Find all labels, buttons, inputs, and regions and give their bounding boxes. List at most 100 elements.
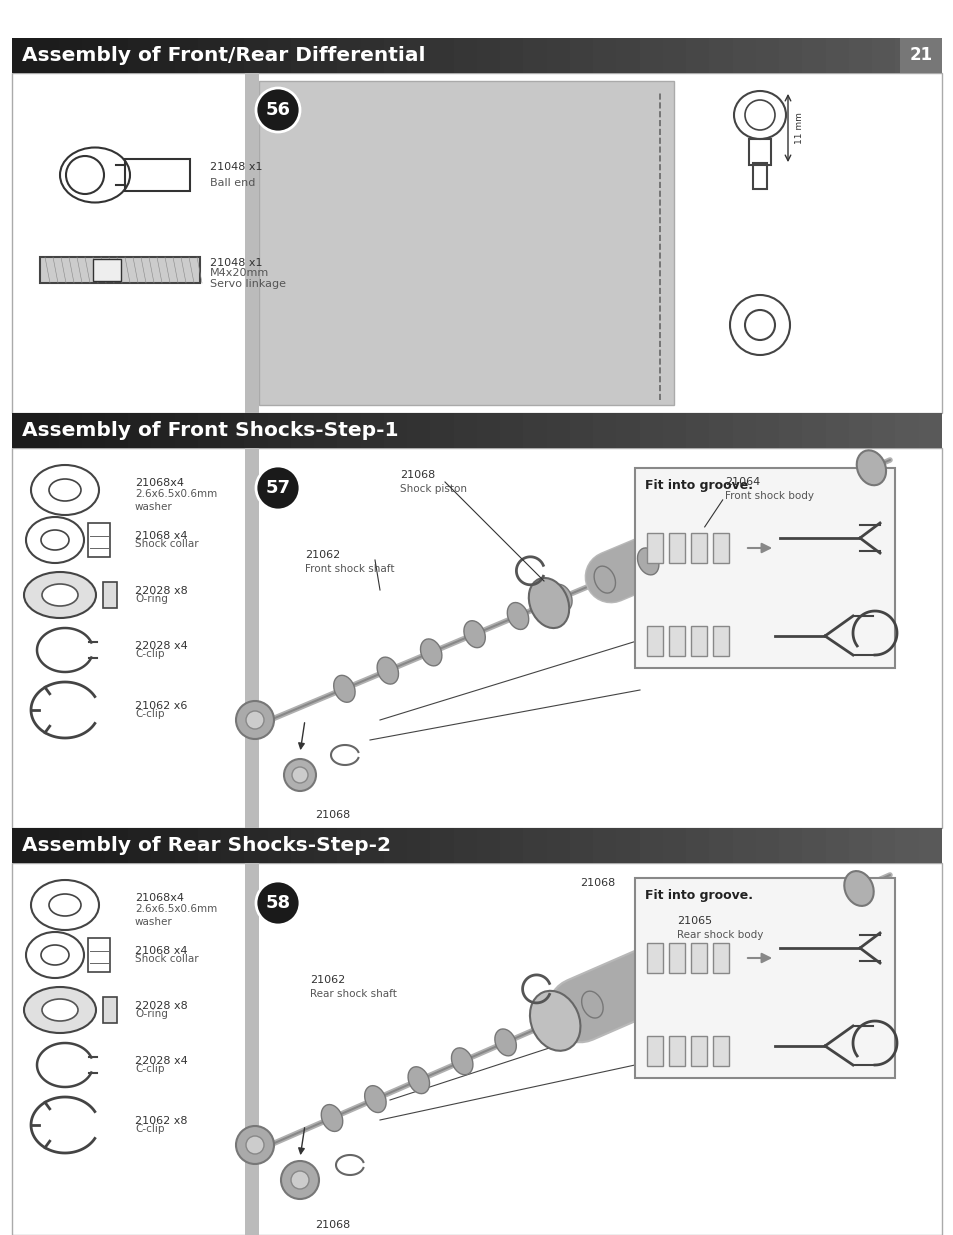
Text: 22028 x8: 22028 x8: [135, 1002, 188, 1011]
Ellipse shape: [637, 548, 659, 574]
Text: M4x20mm: M4x20mm: [210, 268, 269, 278]
Bar: [646, 626, 662, 656]
Bar: [128, 412, 152, 448]
Text: 22028 x4: 22028 x4: [135, 1056, 188, 1066]
Bar: [12, 412, 35, 448]
Text: 21: 21: [908, 47, 932, 64]
Text: 21068: 21068: [399, 471, 435, 480]
Ellipse shape: [321, 1104, 342, 1131]
Ellipse shape: [246, 1136, 264, 1153]
Bar: [58, 827, 82, 863]
Bar: [593, 412, 616, 448]
Bar: [152, 412, 174, 448]
FancyBboxPatch shape: [12, 448, 941, 827]
FancyBboxPatch shape: [12, 863, 941, 1235]
Text: Servo linkage: Servo linkage: [210, 279, 286, 289]
Bar: [245, 448, 258, 827]
Bar: [35, 38, 58, 73]
Bar: [712, 534, 728, 563]
Bar: [712, 626, 728, 656]
Ellipse shape: [550, 584, 572, 611]
Ellipse shape: [376, 657, 398, 684]
Bar: [848, 412, 871, 448]
Ellipse shape: [537, 1010, 559, 1037]
Text: 21064: 21064: [724, 477, 760, 487]
Bar: [244, 38, 268, 73]
Bar: [291, 38, 314, 73]
FancyBboxPatch shape: [12, 73, 941, 412]
Bar: [198, 827, 221, 863]
Text: Ball end: Ball end: [210, 178, 255, 188]
Text: Assembly of Front/Rear Differential: Assembly of Front/Rear Differential: [22, 46, 425, 65]
Text: 21048 x1: 21048 x1: [210, 162, 262, 172]
Bar: [709, 412, 732, 448]
Ellipse shape: [42, 999, 78, 1021]
Bar: [337, 38, 360, 73]
Ellipse shape: [528, 578, 569, 629]
Bar: [82, 827, 105, 863]
Bar: [454, 38, 476, 73]
Bar: [646, 1036, 662, 1066]
Bar: [779, 412, 801, 448]
Bar: [82, 412, 105, 448]
Ellipse shape: [364, 1086, 386, 1113]
Text: Shock collar: Shock collar: [135, 953, 198, 965]
Text: Fit into groove.: Fit into groove.: [644, 479, 752, 493]
Ellipse shape: [463, 621, 485, 647]
Text: 21068x4: 21068x4: [135, 893, 184, 903]
Bar: [668, 944, 684, 973]
Ellipse shape: [843, 871, 873, 906]
Bar: [499, 412, 523, 448]
Bar: [712, 944, 728, 973]
Bar: [384, 412, 407, 448]
Bar: [848, 827, 871, 863]
Bar: [712, 1036, 728, 1066]
Bar: [825, 412, 848, 448]
Ellipse shape: [246, 711, 264, 729]
Bar: [337, 827, 360, 863]
Bar: [268, 38, 291, 73]
Bar: [801, 827, 825, 863]
Bar: [732, 827, 755, 863]
Ellipse shape: [281, 1161, 318, 1199]
Bar: [895, 827, 918, 863]
Ellipse shape: [420, 638, 441, 666]
Bar: [174, 412, 198, 448]
FancyBboxPatch shape: [635, 468, 894, 668]
Bar: [360, 412, 384, 448]
Bar: [12, 412, 941, 448]
Bar: [360, 827, 384, 863]
Text: 21048 x1: 21048 x1: [210, 258, 262, 268]
Text: Assembly of Front Shocks-Step-1: Assembly of Front Shocks-Step-1: [22, 421, 398, 440]
Bar: [825, 827, 848, 863]
Bar: [245, 863, 258, 1235]
Text: C-clip: C-clip: [135, 650, 164, 659]
Ellipse shape: [42, 584, 78, 606]
FancyBboxPatch shape: [103, 582, 117, 608]
Bar: [732, 412, 755, 448]
Bar: [268, 827, 291, 863]
Bar: [755, 38, 779, 73]
Bar: [105, 412, 128, 448]
Bar: [685, 412, 709, 448]
Ellipse shape: [581, 992, 602, 1018]
Bar: [616, 827, 639, 863]
Text: 58: 58: [265, 894, 291, 911]
Bar: [732, 38, 755, 73]
Bar: [407, 412, 430, 448]
Bar: [258, 82, 673, 405]
Bar: [291, 412, 314, 448]
Bar: [128, 827, 152, 863]
Bar: [221, 38, 244, 73]
Bar: [690, 534, 706, 563]
Circle shape: [255, 466, 299, 510]
Bar: [314, 412, 337, 448]
Text: O-ring: O-ring: [135, 1009, 168, 1019]
Text: 21068: 21068: [579, 878, 615, 888]
Ellipse shape: [235, 701, 274, 739]
Text: C-clip: C-clip: [135, 709, 164, 719]
Bar: [128, 38, 152, 73]
Text: 21062: 21062: [305, 550, 340, 559]
Bar: [105, 38, 128, 73]
Bar: [662, 38, 685, 73]
